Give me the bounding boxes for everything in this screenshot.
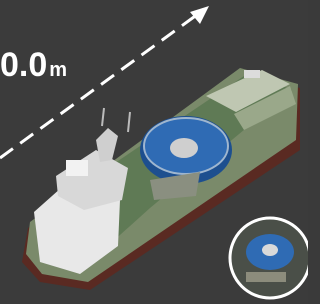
distance-unit: m — [49, 59, 67, 81]
inset-detail — [230, 218, 308, 298]
distance-value: 0.0 — [0, 46, 47, 84]
page: {"overlay": {"value_text": "0.0", "unit"… — [0, 0, 308, 304]
